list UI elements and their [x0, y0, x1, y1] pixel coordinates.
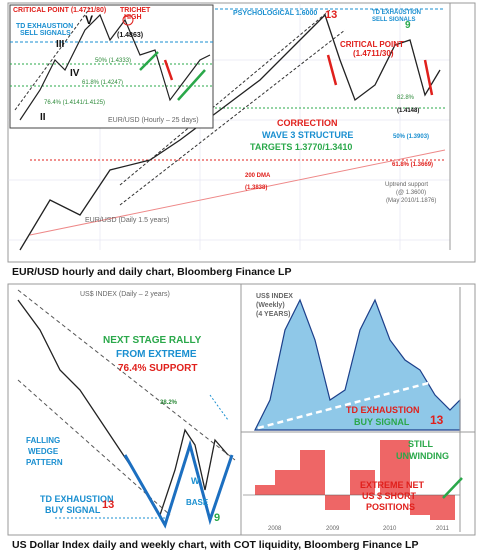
w-base [123, 439, 234, 529]
label: EXTREME NET [360, 480, 425, 490]
label: TD EXHAUSTION [40, 494, 114, 504]
trend-line [257, 378, 441, 430]
label: BUY SIGNAL [45, 505, 101, 515]
label: TD EXHAUSTION [372, 10, 421, 16]
x-tick-label: 2011 [436, 526, 450, 532]
label: TARGETS 1.3770/1.3410 [250, 142, 352, 152]
label: (1.4863) [117, 32, 143, 39]
label: SELL SIGNALS [20, 30, 71, 37]
inset-frame [9, 4, 214, 129]
label: SELL SIGNALS [372, 17, 416, 23]
price-path [19, 13, 211, 121]
label: TD EXHAUSTION [346, 405, 420, 415]
label: (4 YEARS) [256, 311, 291, 318]
label: PSYCHOLOGICAL 1.6000 [233, 10, 317, 17]
label: UNWINDING [396, 451, 449, 461]
arrow [423, 59, 434, 96]
label: 76.4% SUPPORT [118, 363, 197, 374]
arrow [177, 69, 206, 101]
label: WEDGE [28, 447, 59, 456]
label: (@ 1.3600) [396, 190, 426, 196]
arrow [442, 477, 463, 499]
label: (1.4711/30) [353, 49, 394, 58]
trend-channel [119, 29, 346, 206]
label: BUY SIGNAL [354, 417, 410, 427]
label: 13 [325, 9, 337, 21]
wedge-line [17, 289, 236, 461]
label: POSITIONS [366, 502, 415, 512]
arrow [326, 54, 338, 86]
label: HIGH [124, 14, 142, 21]
label: FALLING [26, 436, 60, 445]
index-area [254, 298, 461, 431]
arrow [163, 59, 174, 81]
label: EUR/USD (Daily 1.5 years) [85, 217, 169, 224]
label: TRICHET [120, 7, 151, 14]
label: 61.8% (1.4247) [82, 80, 123, 86]
label: 38.2% [160, 400, 178, 406]
wedge-line [17, 379, 171, 516]
label: FROM EXTREME [116, 349, 197, 360]
label: US$ INDEX [256, 293, 293, 300]
label: (1.3838) [245, 185, 267, 191]
label: 61.8% (1.3669) [392, 162, 433, 168]
wave-label: III [56, 39, 65, 50]
wave-label: V [85, 13, 93, 27]
wave-label: IV [70, 68, 80, 79]
label: WAVE 3 STRUCTURE [262, 130, 353, 140]
pointer [209, 394, 229, 421]
wave-label: II [40, 112, 46, 123]
label: 82.8% [397, 95, 415, 101]
highlight [122, 14, 134, 26]
label: (May 2010/1.1876) [386, 198, 436, 204]
label: EUR/USD (Hourly – 25 days) [108, 117, 199, 124]
label: US $ SHORT [362, 491, 417, 501]
label: 9 [405, 20, 411, 31]
caption: EUR/USD hourly and daily chart, Bloomber… [12, 266, 291, 278]
label: 200 DMA [245, 173, 271, 179]
dma-curve [29, 149, 446, 236]
label: W [191, 476, 200, 486]
label: Uptrend support [385, 182, 428, 188]
label: (Weekly) [256, 302, 285, 309]
trend-channel [119, 9, 331, 186]
label: CORRECTION [277, 118, 338, 128]
label: 50% (1.3903) [393, 134, 429, 140]
label: 9 [214, 512, 220, 524]
label: PATTERN [26, 458, 63, 467]
label: TD EXHAUSTION [16, 23, 73, 30]
x-tick-label: 2008 [268, 526, 282, 532]
label: US$ INDEX (Daily – 2 years) [80, 291, 170, 298]
price-path [19, 13, 441, 251]
label: 13 [430, 413, 444, 427]
cot-bars [255, 440, 455, 520]
caption: US Dollar Index daily and weekly chart, … [12, 539, 418, 551]
label: (1.4148) [397, 108, 419, 114]
label: CRITICAL POINT (1.4711/80) [13, 7, 106, 14]
arrow [139, 51, 159, 71]
x-tick-label: 2009 [326, 526, 340, 532]
trend-line [14, 7, 91, 111]
label: 50% (1.4333) [95, 58, 131, 64]
label: 13 [102, 499, 114, 511]
label: STILL [408, 439, 433, 449]
label: BASE [186, 498, 209, 507]
x-tick-label: 2010 [383, 526, 397, 532]
label: 76.4% (1.4141/1.4125) [44, 100, 105, 106]
label: NEXT STAGE RALLY [103, 335, 202, 346]
label: CRITICAL POINT [340, 40, 404, 49]
